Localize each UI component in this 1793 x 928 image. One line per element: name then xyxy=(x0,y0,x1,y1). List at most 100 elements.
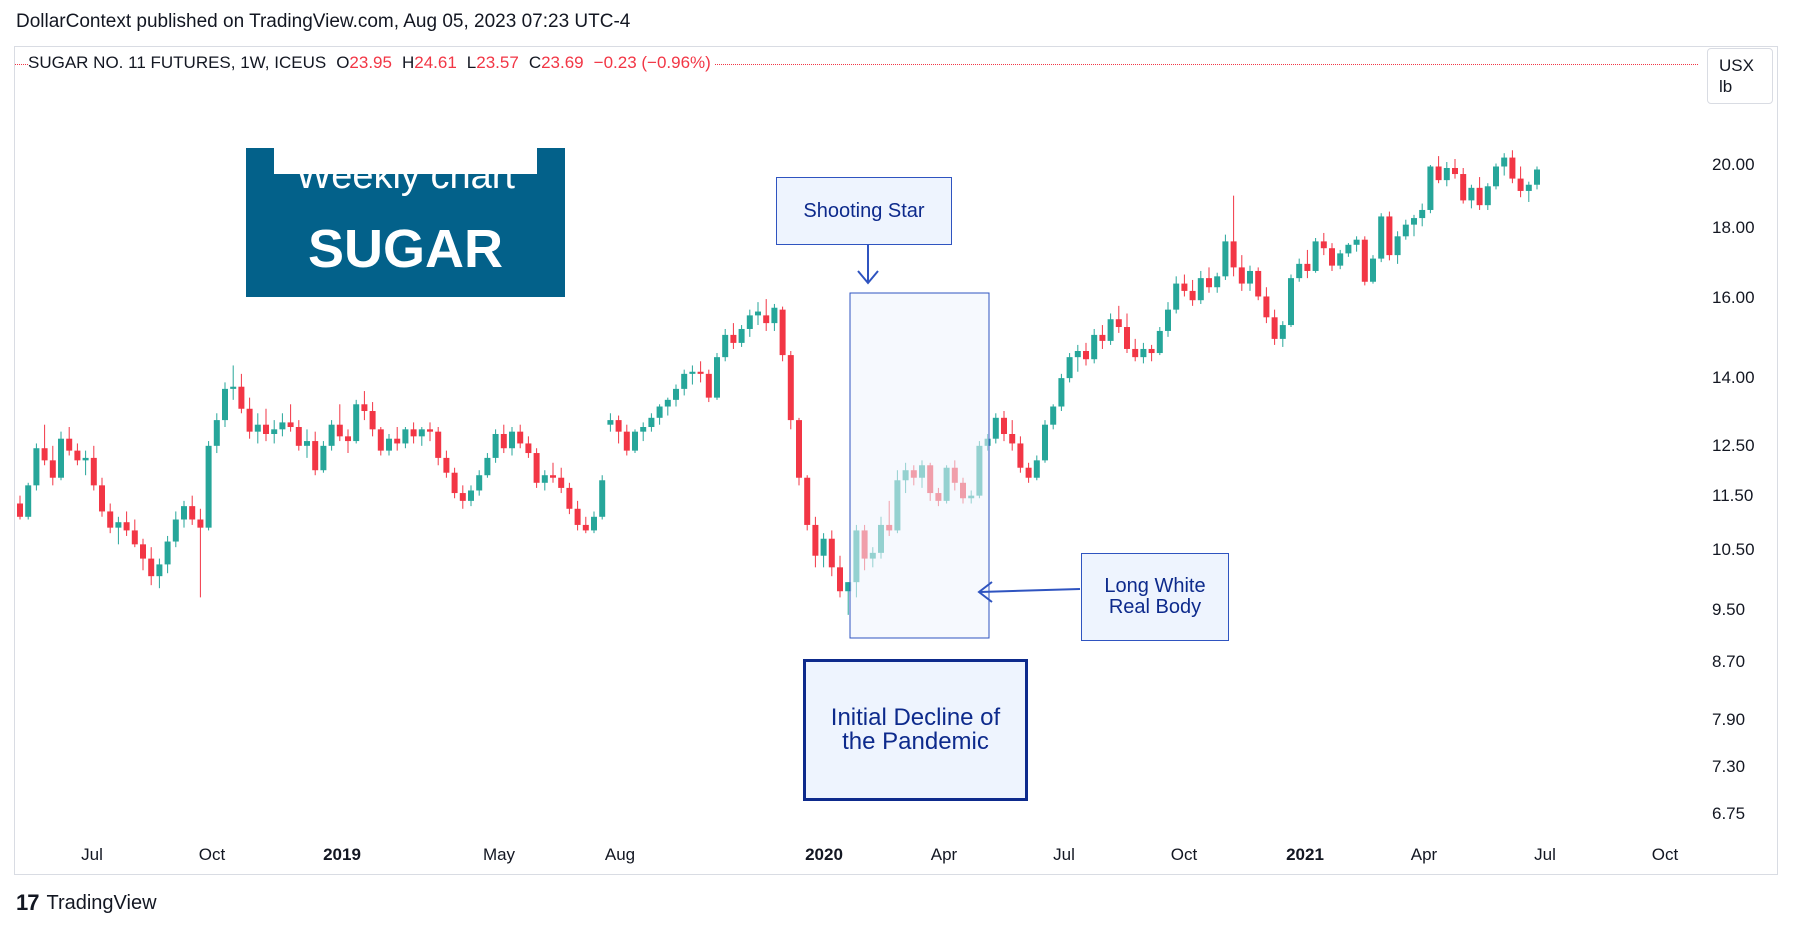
candle-body xyxy=(615,420,622,432)
price-tick-label: 14.00 xyxy=(1712,368,1755,388)
candle-body xyxy=(771,307,778,324)
candle xyxy=(1443,162,1450,187)
candle xyxy=(771,303,778,331)
candle-body xyxy=(1517,178,1524,191)
candle xyxy=(328,420,335,451)
candle-body xyxy=(820,538,827,556)
candle xyxy=(1386,211,1393,261)
candle-body xyxy=(66,438,73,451)
candle-body xyxy=(459,493,466,501)
candle-body xyxy=(550,475,556,478)
time-tick-label: Oct xyxy=(1170,845,1198,864)
candle-body xyxy=(804,477,811,525)
candle-body xyxy=(17,503,23,517)
candle-body xyxy=(131,530,138,545)
price-tick-label: 12.50 xyxy=(1712,435,1755,455)
candle xyxy=(468,485,474,507)
candle xyxy=(410,422,417,444)
price-tick-label: 7.90 xyxy=(1712,710,1746,729)
price-tick-label: 6.75 xyxy=(1712,804,1746,823)
candle xyxy=(49,445,56,486)
candle-body xyxy=(1394,236,1401,256)
time-tick-label: 2021 xyxy=(1286,845,1324,864)
candle xyxy=(33,443,40,491)
tradingview-logo-icon: 17 xyxy=(16,890,40,915)
candle-body xyxy=(402,429,409,444)
price-tick-label: 11.50 xyxy=(1712,485,1754,505)
candle xyxy=(1156,327,1163,356)
title-line-1: Weekly chart xyxy=(296,155,515,197)
brand-name: TradingView xyxy=(46,891,157,914)
candle-body xyxy=(345,436,351,442)
candle xyxy=(779,306,786,362)
open-key: O xyxy=(336,53,350,72)
candle xyxy=(1296,258,1303,282)
candle xyxy=(1476,177,1483,210)
candle xyxy=(271,420,278,444)
candle-body xyxy=(730,334,737,343)
candle xyxy=(1517,166,1524,198)
candle-body xyxy=(49,460,56,478)
title-notch xyxy=(274,148,537,174)
candle xyxy=(1247,265,1253,291)
candle xyxy=(164,535,171,574)
candle xyxy=(1058,373,1065,412)
unit-button[interactable]: USX lb xyxy=(1707,48,1773,104)
candle xyxy=(402,427,409,449)
candle-body xyxy=(1427,166,1434,210)
candle xyxy=(1378,213,1385,263)
candle-body xyxy=(1181,283,1188,291)
candle xyxy=(755,302,761,326)
candle xyxy=(1214,272,1221,293)
candle xyxy=(451,467,458,499)
candle xyxy=(1435,156,1442,184)
candle xyxy=(181,500,187,528)
candle xyxy=(1124,313,1130,354)
shooting-star-text: Shooting Star xyxy=(803,199,925,222)
candle-body xyxy=(90,457,97,486)
candle-body xyxy=(1107,319,1114,341)
candle xyxy=(738,325,745,347)
candle-body xyxy=(1419,209,1426,219)
candle-body xyxy=(1058,378,1065,407)
candle-body xyxy=(476,475,483,491)
candle xyxy=(1501,153,1508,176)
candle-body xyxy=(336,424,343,437)
candle xyxy=(172,511,179,548)
candle xyxy=(1066,353,1073,383)
time-tick-label: Apr xyxy=(930,845,958,864)
candle xyxy=(1402,219,1409,240)
candle-body xyxy=(1337,253,1344,266)
candle-body xyxy=(1525,184,1532,191)
candle xyxy=(558,467,565,494)
candle xyxy=(336,404,343,442)
candle-body xyxy=(82,457,89,461)
candle xyxy=(123,511,130,536)
price-tick-label: 9.50 xyxy=(1712,599,1746,619)
high-value: 24.61 xyxy=(414,53,457,72)
candle-body xyxy=(1165,309,1171,331)
candle-body xyxy=(1320,241,1327,249)
candle xyxy=(517,424,524,449)
candle xyxy=(1238,255,1245,291)
candle xyxy=(1115,305,1122,333)
candle-body xyxy=(123,522,130,531)
long-white-line-1: Long White xyxy=(1104,575,1206,597)
price-tick-label: 8.70 xyxy=(1712,652,1746,672)
candle xyxy=(1042,420,1048,463)
candle-body xyxy=(1230,241,1237,268)
tradingview-brand[interactable]: 17 TradingView xyxy=(16,890,157,916)
candle xyxy=(345,429,351,454)
symbol-name[interactable]: SUGAR NO. 11 FUTURES, 1W, ICEUS xyxy=(28,53,327,72)
candle xyxy=(17,495,23,520)
candle-body xyxy=(697,371,704,374)
candle-body xyxy=(1001,417,1007,434)
candle xyxy=(1222,234,1229,280)
candle xyxy=(1197,270,1204,304)
candle-body xyxy=(1353,239,1360,245)
candle-body xyxy=(172,519,179,542)
candle-body xyxy=(1238,267,1245,284)
time-tick-label: Oct xyxy=(1651,845,1679,864)
candle xyxy=(1165,302,1171,337)
